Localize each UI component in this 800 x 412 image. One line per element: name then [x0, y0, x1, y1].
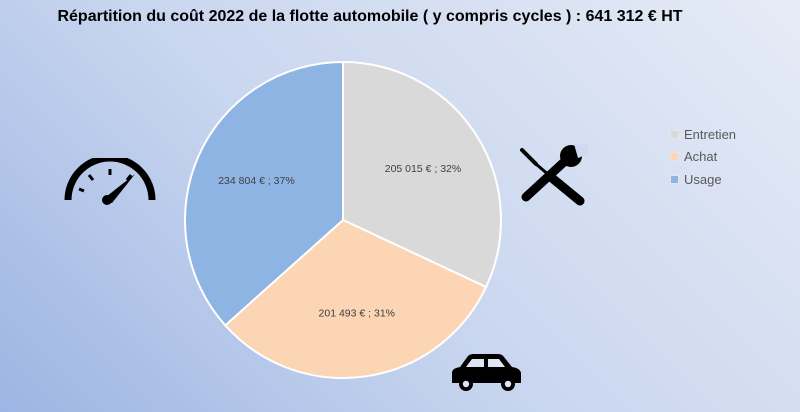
pie-slice-entretien — [342, 60, 502, 289]
legend: Entretien Achat Usage — [670, 123, 736, 191]
legend-label: Achat — [684, 149, 718, 165]
legend-swatch — [670, 152, 679, 162]
legend-swatch — [670, 129, 679, 139]
wrench-screwdriver-icon — [520, 144, 588, 206]
legend-label: Usage — [684, 171, 722, 187]
legend-item-achat: Achat — [670, 146, 736, 169]
data-label-entretien: 205 015 € ; 32% — [385, 163, 461, 175]
pie-slice-usage — [184, 60, 344, 327]
car-icon — [452, 354, 521, 391]
speedometer-icon — [64, 158, 156, 205]
legend-item-entretien: Entretien — [670, 123, 736, 146]
data-label-achat: 201 493 € ; 31% — [319, 308, 395, 320]
legend-item-usage: Usage — [670, 168, 736, 191]
legend-swatch — [670, 174, 679, 184]
legend-label: Entretien — [684, 126, 737, 142]
pie-slice-achat — [223, 218, 488, 379]
chart-title: Répartition du coût 2022 de la flotte au… — [57, 8, 683, 25]
data-label-usage: 234 804 € ; 37% — [218, 175, 294, 187]
